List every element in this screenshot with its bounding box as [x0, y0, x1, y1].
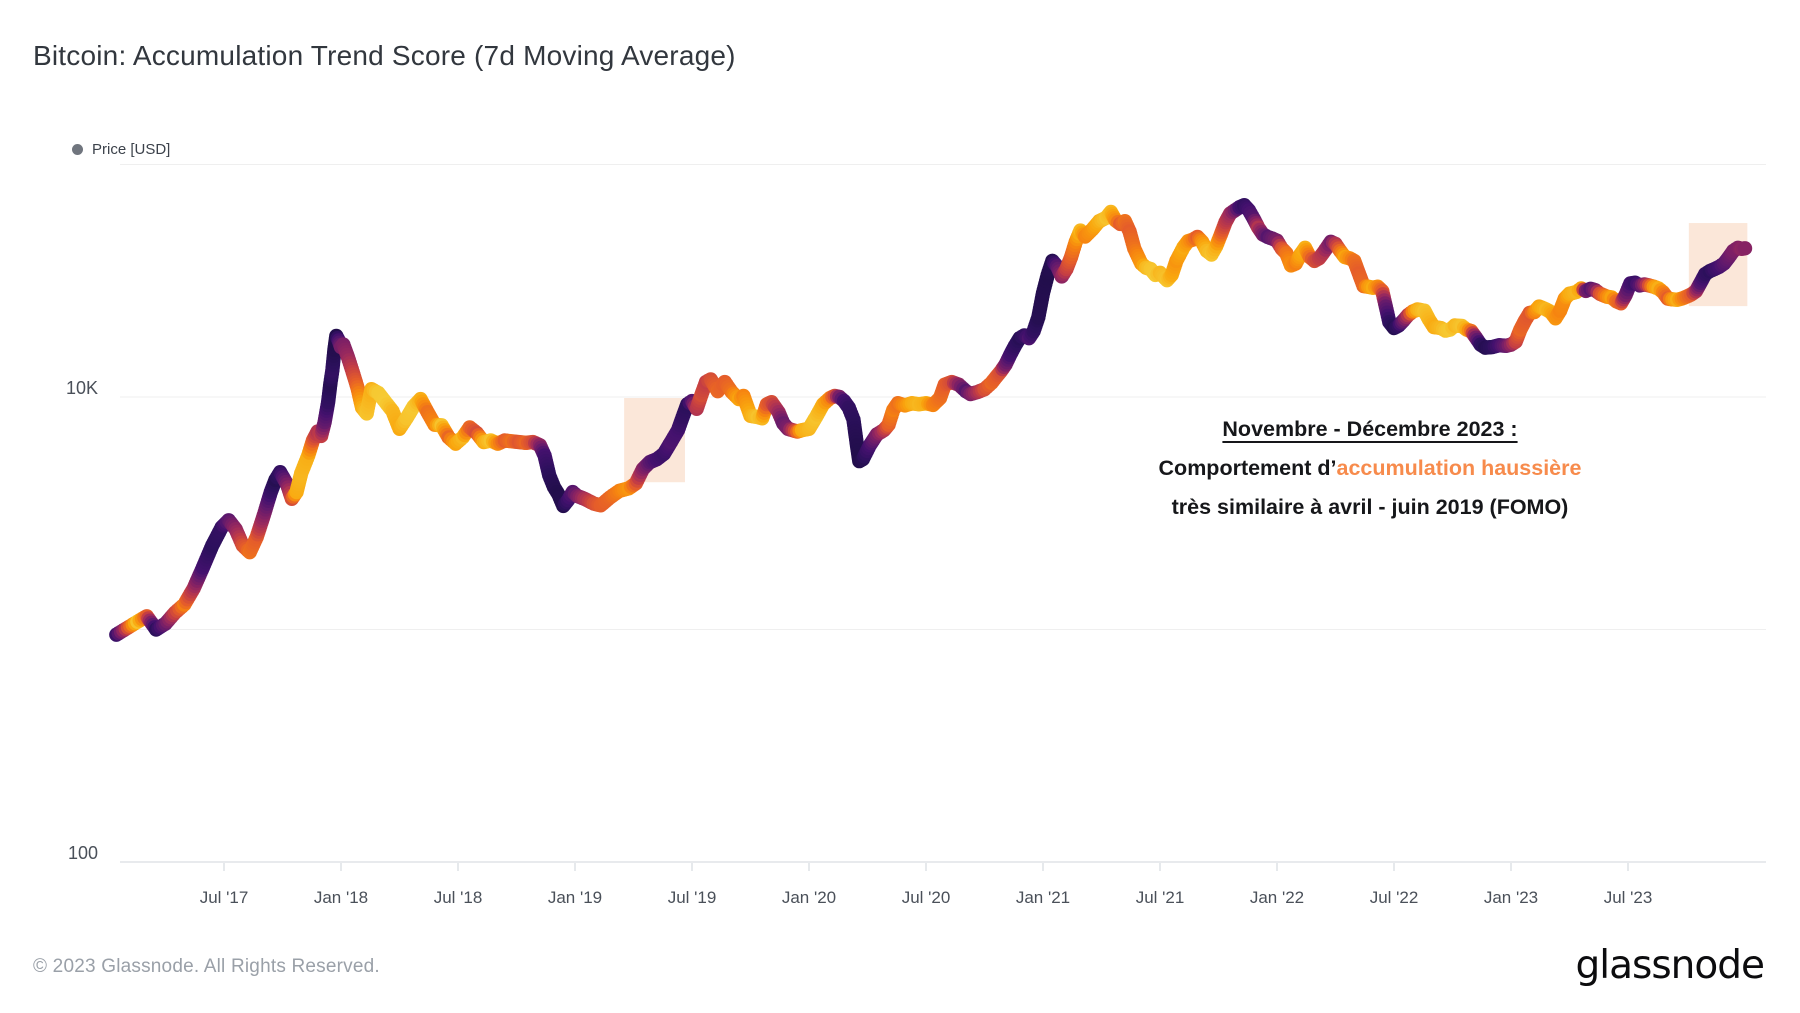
- copyright-text: © 2023 Glassnode. All Rights Reserved.: [33, 956, 380, 977]
- x-axis-labels: Jul '17 Jan '18 Jul '18 Jan '19 Jul '19 Jan '…: [200, 888, 1653, 907]
- svg-text:10K: 10K: [66, 378, 98, 398]
- page-title: Bitcoin: Accumulation Trend Score (7d Mo…: [33, 40, 736, 71]
- svg-text:Jan '23: Jan '23: [1484, 888, 1538, 907]
- glassnode-logo: glassnode: [1575, 943, 1765, 988]
- svg-text:Jul '23: Jul '23: [1604, 888, 1653, 907]
- svg-text:Jul '22: Jul '22: [1370, 888, 1419, 907]
- svg-text:Jul '19: Jul '19: [668, 888, 717, 907]
- annotation-line2: Comportement d’accumulation haussière: [1158, 456, 1582, 480]
- svg-text:Jan '19: Jan '19: [548, 888, 602, 907]
- svg-text:Jul '17: Jul '17: [200, 888, 249, 907]
- svg-text:Jul '20: Jul '20: [902, 888, 951, 907]
- price-dots: [109, 198, 1753, 642]
- svg-text:Jan '20: Jan '20: [782, 888, 836, 907]
- svg-text:Jul '18: Jul '18: [434, 888, 483, 907]
- svg-text:Jan '21: Jan '21: [1016, 888, 1070, 907]
- y-axis-labels: 10K 100: [66, 378, 98, 863]
- legend-label: Price [USD]: [92, 141, 171, 158]
- annotation-note: Novembre - Décembre 2023 : Comportement …: [1159, 410, 1582, 527]
- annotation-highlight: accumulation haussière: [1336, 456, 1582, 480]
- price-series-dot-icon: [72, 144, 83, 155]
- annotation-line3: très similaire à avril - juin 2019 (FOMO…: [1171, 495, 1569, 519]
- svg-text:Jan '22: Jan '22: [1250, 888, 1304, 907]
- svg-text:Jan '18: Jan '18: [314, 888, 368, 907]
- svg-text:100: 100: [68, 843, 98, 863]
- legend[interactable]: Price [USD]: [72, 141, 170, 158]
- axes: [120, 861, 1766, 871]
- svg-text:Jul '21: Jul '21: [1136, 888, 1185, 907]
- annotation-line1: Novembre - Décembre 2023 :: [1222, 417, 1518, 441]
